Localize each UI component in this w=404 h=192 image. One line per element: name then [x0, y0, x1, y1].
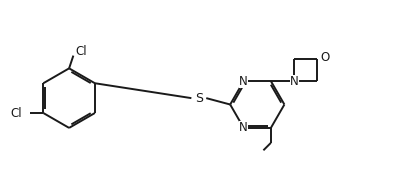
Text: N: N: [239, 74, 248, 88]
Text: O: O: [320, 51, 329, 64]
Text: Cl: Cl: [76, 45, 87, 58]
Text: N: N: [290, 74, 299, 88]
Text: N: N: [239, 122, 248, 134]
Text: Cl: Cl: [11, 107, 22, 119]
Text: S: S: [195, 92, 203, 105]
